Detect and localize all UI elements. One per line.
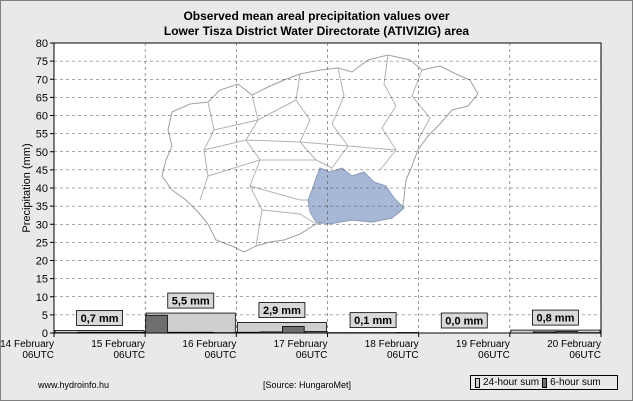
value-label-box (76, 310, 123, 326)
y-tick-label: 80 (36, 38, 48, 50)
bars-6h (54, 314, 601, 334)
chart-title-line1: Observed mean areal precipitation values… (183, 9, 450, 23)
value-label: 0,0 mm (445, 316, 483, 328)
y-tick-label: 55 (36, 129, 48, 141)
x-tick-date: 18 February (365, 339, 419, 350)
bar-24h (236, 322, 327, 334)
y-axis-label: Precipitation (mm) (21, 143, 33, 232)
chart-title-line2: Lower Tisza District Water Directorate (… (163, 24, 470, 38)
value-labels: 0,7 mm 5,5 mm 2,9 mm 0,1 mm 0,0 mm 0,8 mm (76, 292, 579, 329)
bar-6h (190, 331, 214, 334)
bar-6h (236, 331, 260, 334)
bar-6h (259, 331, 282, 334)
value-label: 0,8 mm (536, 313, 574, 325)
x-tick-time: 06UTC (113, 350, 145, 361)
x-tick-time: 06UTC (387, 350, 419, 361)
bar-6h (99, 331, 123, 334)
y-tick-label: 15 (36, 274, 48, 286)
bar-24h (510, 329, 601, 334)
y-axis-ticks: 0 5 10 15 20 25 30 35 40 45 50 55 60 65 70 75 80 (36, 38, 54, 340)
y-tick-label: 25 (36, 237, 48, 249)
y-tick-label: 45 (36, 165, 48, 177)
bar-6h (145, 314, 168, 334)
bar-6h (168, 331, 191, 334)
legend-label-24h: 24-hour sum (483, 377, 540, 388)
y-tick-label: 0 (42, 328, 48, 340)
legend: 24-hour sum 6-hour sum (470, 375, 618, 390)
x-tick-date: 20 February (547, 339, 601, 350)
y-tick-label: 10 (36, 292, 48, 304)
y-tick-label: 50 (36, 147, 48, 159)
hungary-map (161, 54, 479, 253)
footer-source: [Source: HungaroMet] (263, 380, 352, 390)
y-tick-label: 60 (36, 111, 48, 123)
x-tick-time: 06UTC (205, 350, 237, 361)
y-tick-label: 40 (36, 183, 48, 195)
x-tick-time: 06UTC (478, 350, 510, 361)
value-label-box (258, 302, 306, 318)
bar-6h (532, 331, 556, 334)
bar-24h (54, 330, 145, 334)
ativizig-region (307, 167, 405, 225)
legend-swatch-6h (542, 377, 548, 388)
x-tick-date: 15 February (91, 339, 145, 350)
bars-24h (54, 312, 601, 334)
value-label: 5,5 mm (172, 296, 210, 308)
bar-6h (555, 331, 579, 334)
y-tick-label: 65 (36, 92, 48, 104)
legend-swatch-24h (475, 377, 480, 388)
county-borders (199, 54, 431, 247)
bar-6h (304, 331, 328, 334)
y-tick-label: 75 (36, 56, 48, 68)
value-label: 2,9 mm (263, 305, 301, 317)
x-tick-date: 19 February (456, 339, 510, 350)
x-tick-time: 06UTC (569, 350, 601, 361)
bar-6h (122, 331, 146, 334)
x-tick-date: 17 February (274, 339, 328, 350)
x-tick-date: 14 February (0, 339, 54, 350)
value-label-box (440, 312, 488, 329)
value-label-box (167, 292, 215, 309)
grid-lines (54, 43, 601, 333)
y-tick-label: 70 (36, 74, 48, 86)
x-tick-time: 06UTC (296, 350, 328, 361)
x-tick-time: 06UTC (22, 350, 54, 361)
y-tick-label: 5 (42, 310, 48, 322)
value-label: 0,1 mm (354, 315, 392, 327)
footer-site: www.hydroinfo.hu (38, 380, 110, 390)
value-label: 0,7 mm (81, 313, 119, 325)
y-tick-label: 35 (36, 201, 48, 213)
value-label-box (349, 312, 397, 329)
value-label-box (532, 309, 579, 326)
bar-6h (76, 331, 100, 334)
y-tick-label: 30 (36, 219, 48, 231)
hungary-outline-map (161, 54, 479, 253)
x-tick-date: 16 February (182, 339, 236, 350)
bar-6h (282, 326, 305, 334)
legend-label-6h: 6-hour sum (550, 377, 601, 388)
y-tick-label: 20 (36, 256, 48, 268)
